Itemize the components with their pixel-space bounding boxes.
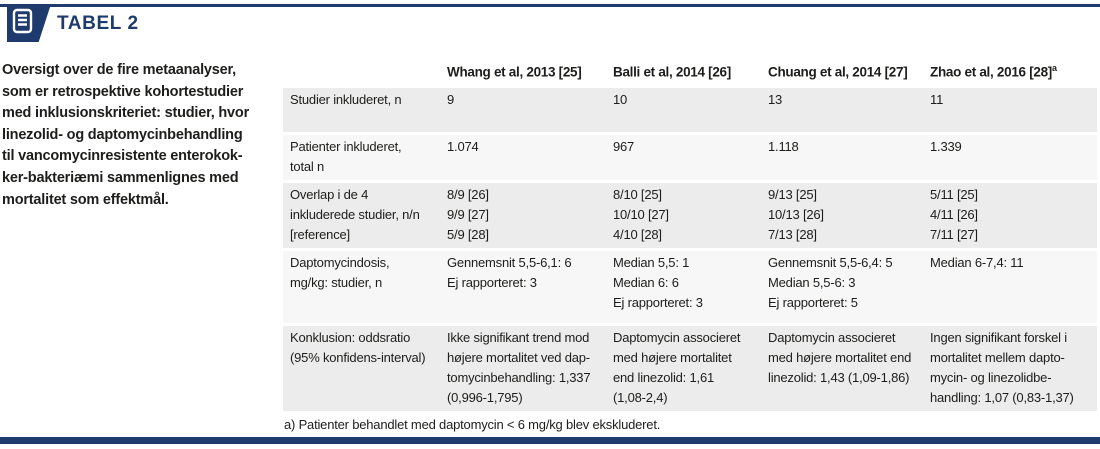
table-footnote: a) Patienter behandlet med daptomycin < …	[284, 416, 661, 432]
table-description: Oversigt over de fire metaanalyser, som …	[2, 62, 250, 208]
row-label: Patienter inkluderet, total n	[283, 134, 440, 180]
row-label: Daptomycindosis, mg/kg: studier, n	[283, 250, 440, 323]
header-cell-study: Chuang et al, 2014 [27]	[761, 59, 923, 85]
column-header-label: Chuang et al, 2014 [27]	[768, 64, 908, 80]
table-cell: 1.074	[440, 134, 606, 180]
meta-analyses-table: Whang et al, 2013 [25] Balli et al, 2014…	[283, 56, 1097, 414]
table-container: Whang et al, 2013 [25] Balli et al, 2014…	[283, 56, 1097, 432]
header-cell-study: Whang et al, 2013 [25]	[440, 59, 606, 85]
table-row: Patienter inkluderet, total n 1.074 967 …	[283, 134, 1097, 180]
table-cell: 8/10 [25] 10/10 [27] 4/10 [28]	[606, 182, 761, 248]
table-cell: Gennemsnit 5,5-6,1: 6 Ej rapporteret: 3	[440, 250, 606, 323]
column-header-label: Balli et al, 2014 [26]	[613, 64, 731, 80]
table-cell: Gennemsnit 5,5-6,4: 5 Median 5,5-6: 3 Ej…	[761, 250, 923, 323]
table-cell: Median 6-7,4: 11	[923, 250, 1097, 323]
table-header-row: Whang et al, 2013 [25] Balli et al, 2014…	[283, 59, 1097, 85]
table-cell: 1.339	[923, 134, 1097, 180]
table-cell: Daptomycin associeret med højere mortali…	[761, 325, 923, 411]
row-label: Konklusion: oddsratio (95% konfidens-int…	[283, 325, 440, 411]
header-cell-empty	[283, 59, 440, 85]
table-cell: 5/11 [25] 4/11 [26] 7/11 [27]	[923, 182, 1097, 248]
column-header-label: Zhao et al, 2016 [28]	[930, 64, 1053, 80]
table-row: Daptomycindosis, mg/kg: studier, n Genne…	[283, 250, 1097, 323]
table-row: Overlap i de 4 inkluderede studier, n/n …	[283, 182, 1097, 248]
table-cell: 11	[923, 87, 1097, 132]
table-row: Konklusion: oddsratio (95% konfidens-int…	[283, 325, 1097, 411]
table-cell: 1.118	[761, 134, 923, 180]
table-cell: Median 5,5: 1 Median 6: 6 Ej rapporteret…	[606, 250, 761, 323]
table-row: Studier inkluderet, n 9 10 13 11	[283, 87, 1097, 132]
table-badge	[7, 4, 51, 42]
table-cell: Ikke signifikant trend mod højere mortal…	[440, 325, 606, 411]
table-cell: 967	[606, 134, 761, 180]
row-label: Overlap i de 4 inkluderede studier, n/n …	[283, 182, 440, 248]
bottom-rule	[0, 437, 1100, 444]
table-cell: 9	[440, 87, 606, 132]
page-title: TABEL 2	[57, 13, 139, 34]
column-header-label: Whang et al, 2013 [25]	[447, 64, 582, 80]
column-header-sup: a	[1052, 63, 1057, 73]
row-label: Studier inkluderet, n	[283, 87, 440, 132]
table-cell: Daptomycin associeret med højere mortali…	[606, 325, 761, 411]
header-cell-study: Balli et al, 2014 [26]	[606, 59, 761, 85]
table-cell: 8/9 [26] 9/9 [27] 5/9 [28]	[440, 182, 606, 248]
document-lines-icon	[7, 8, 35, 39]
table-cell: 13	[761, 87, 923, 132]
table-cell: Ingen signifikant forskel i mortalitet m…	[923, 325, 1097, 411]
table-cell: 10	[606, 87, 761, 132]
table-cell: 9/13 [25] 10/13 [26] 7/13 [28]	[761, 182, 923, 248]
header-cell-study: Zhao et al, 2016 [28]a	[923, 59, 1097, 85]
top-rule	[0, 4, 1100, 7]
